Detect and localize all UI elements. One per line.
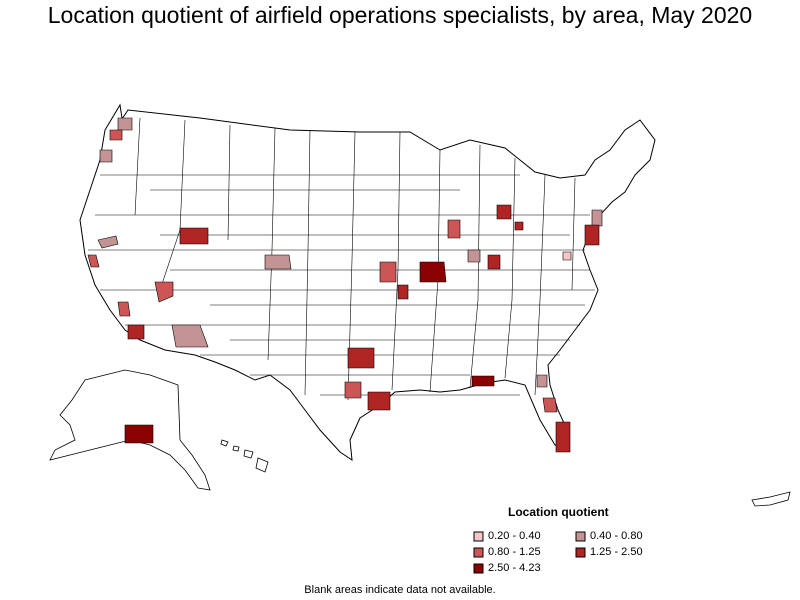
shaded-areas (87, 117, 603, 453)
area-lq-1.25-2.50 (347, 347, 375, 369)
area-lq-1.25-2.50 (584, 224, 600, 246)
contiguous-us-outline (79, 103, 656, 462)
area-lq-0.80-1.25 (109, 129, 123, 141)
area-lq-0.40-0.80 (591, 209, 603, 227)
area-lq-1.25-2.50 (127, 324, 145, 340)
area-lq-2.50-4.23 (471, 375, 495, 387)
area-lq-0.80-1.25 (344, 381, 362, 399)
legend-swatch-0.20-0.40 (473, 531, 484, 542)
hawaii-islands (220, 439, 269, 473)
legend-label-1.25-2.50: 1.25 - 2.50 (590, 546, 643, 558)
area-lq-0.80-1.25 (379, 261, 397, 283)
legend-swatch-2.50-4.23 (473, 563, 484, 574)
area-lq-0.40-0.80 (97, 235, 119, 249)
footnote: Blank areas indicate data not available. (304, 584, 496, 596)
area-lq-1.25-2.50 (397, 284, 409, 300)
puerto-rico-outline (751, 491, 791, 507)
area-lq-0.80-1.25 (117, 301, 131, 317)
area-lq-0.40-0.80 (536, 374, 548, 388)
area-lq-2.50-4.23 (419, 261, 447, 283)
legend-swatch-1.25-2.50 (575, 547, 586, 558)
legend-label-0.80-1.25: 0.80 - 1.25 (488, 546, 541, 558)
area-lq-0.80-1.25 (542, 397, 558, 413)
area-lq-0.40-0.80 (264, 254, 292, 270)
area-lq-1.25-2.50 (496, 204, 512, 220)
area-lq-1.25-2.50 (487, 254, 501, 270)
area-lq-1.25-2.50 (514, 221, 524, 231)
area-lq-1.25-2.50 (555, 421, 571, 453)
legend-label-2.50-4.23: 2.50 - 4.23 (488, 562, 541, 574)
legend-swatches (473, 531, 586, 574)
area-lq-2.50-4.23 (124, 424, 154, 444)
area-lq-0.20-0.40 (562, 251, 572, 261)
legend-swatch-0.40-0.80 (575, 531, 586, 542)
area-lq-0.80-1.25 (447, 219, 461, 239)
area-lq-1.25-2.50 (367, 391, 391, 411)
area-lq-1.25-2.50 (179, 227, 209, 245)
area-borders (88, 117, 595, 401)
area-lq-0.80-1.25 (154, 281, 174, 303)
legend-swatch-0.80-1.25 (473, 547, 484, 558)
area-lq-0.40-0.80 (171, 324, 209, 348)
area-lq-0.40-0.80 (117, 117, 133, 131)
area-lq-0.40-0.80 (467, 249, 481, 263)
legend-title: Location quotient (508, 505, 609, 519)
legend-label-0.20-0.40: 0.20 - 0.40 (488, 530, 541, 542)
legend-label-0.40-0.80: 0.40 - 0.80 (590, 530, 643, 542)
map-title: Location quotient of airfield operations… (47, 2, 753, 28)
area-lq-0.80-1.25 (87, 254, 100, 268)
area-lq-0.40-0.80 (99, 149, 113, 163)
